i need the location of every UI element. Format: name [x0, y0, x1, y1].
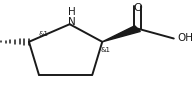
Text: &1: &1: [39, 31, 49, 37]
Text: O: O: [133, 3, 142, 13]
Text: &1: &1: [100, 47, 110, 53]
Polygon shape: [102, 26, 140, 42]
Text: OH: OH: [177, 33, 193, 43]
Text: H
N: H N: [68, 6, 75, 27]
